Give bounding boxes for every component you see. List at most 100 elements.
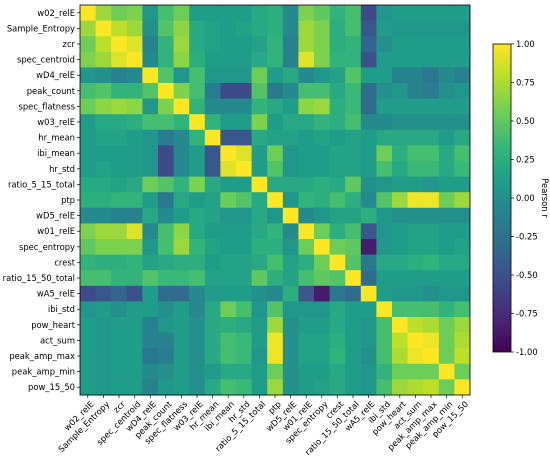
heatmap-cell: [267, 207, 284, 224]
heatmap-cell: [376, 301, 393, 318]
heatmap-cell: [314, 270, 330, 287]
heatmap-cell: [298, 317, 315, 333]
heatmap-cell: [236, 239, 252, 255]
heatmap-cell: [95, 239, 112, 255]
heatmap-cell: [423, 223, 440, 240]
heatmap-cell: [282, 51, 299, 68]
heatmap-cell: [438, 192, 455, 209]
heatmap-cell: [423, 83, 440, 99]
heatmap-cell: [158, 98, 174, 115]
heatmap-cell: [407, 332, 424, 349]
heatmap-cell: [438, 348, 455, 365]
heatmap-cell: [236, 223, 252, 240]
heatmap-cell: [282, 114, 299, 131]
colorbar-label: Pearson r: [540, 178, 550, 218]
heatmap-cell: [204, 363, 221, 380]
heatmap-cell: [454, 348, 471, 365]
heatmap-cell: [189, 317, 206, 333]
heatmap-cell: [158, 5, 174, 21]
heatmap-cell: [126, 254, 143, 271]
heatmap-cell: [314, 379, 330, 396]
heatmap-cell: [392, 161, 408, 177]
heatmap-cell: [329, 5, 346, 21]
heatmap-cell: [423, 348, 440, 365]
heatmap-cell: [220, 270, 237, 287]
heatmap-cell: [423, 379, 440, 396]
heatmap-cell: [407, 254, 424, 271]
colorbar-ticks: 1.00 0.75 0.50 0.25 0.00 -0.25 -0.50 -0.75 -1.00: [511, 39, 538, 357]
heatmap-cell: [267, 270, 284, 287]
heatmap-cell: [173, 5, 190, 21]
heatmap-cell: [329, 379, 346, 396]
heatmap-cell: [282, 239, 299, 255]
heatmap-cell: [407, 145, 424, 162]
heatmap-cell: [298, 5, 315, 21]
heatmap-cell: [376, 332, 393, 349]
heatmap-cell: [376, 207, 393, 224]
heatmap-cell: [189, 176, 206, 193]
heatmap-cell: [126, 129, 143, 146]
y-tick-label: zcr: [63, 39, 76, 49]
heatmap-cell: [298, 67, 315, 84]
heatmap-cell: [158, 161, 174, 177]
heatmap-cell: [80, 332, 96, 349]
heatmap-cell: [267, 51, 284, 68]
heatmap-cell: [204, 270, 221, 287]
heatmap-cell: [111, 363, 128, 380]
heatmap-cell: [220, 254, 237, 271]
y-tick-label: w01_relE: [37, 226, 75, 236]
heatmap-cell: [282, 348, 299, 365]
heatmap-cell: [314, 51, 330, 68]
heatmap-cell: [189, 254, 206, 271]
heatmap-cell: [407, 20, 424, 37]
heatmap-cell: [173, 301, 190, 318]
heatmap-cell: [282, 332, 299, 349]
heatmap-cell: [423, 67, 440, 84]
heatmap-cell: [158, 301, 174, 318]
heatmap-cell: [142, 36, 159, 53]
heatmap-cell: [189, 348, 206, 365]
heatmap-cell: [142, 270, 159, 287]
heatmap-cell: [220, 114, 237, 131]
heatmap-cell: [298, 20, 315, 37]
heatmap-cell: [251, 98, 268, 115]
heatmap-cell: [329, 348, 346, 365]
heatmap-cell: [236, 51, 252, 68]
heatmap-cell: [158, 317, 174, 333]
heatmap-cell: [407, 114, 424, 131]
heatmap-cell: [236, 98, 252, 115]
heatmap-cell: [142, 223, 159, 240]
heatmap-cell: [438, 207, 455, 224]
heatmap-cell: [454, 114, 471, 131]
heatmap-cell: [189, 36, 206, 53]
heatmap-cell: [267, 363, 284, 380]
heatmap-cell: [142, 332, 159, 349]
heatmap-cell: [438, 36, 455, 53]
heatmap-cell: [345, 5, 362, 21]
heatmap-cell: [360, 83, 377, 99]
heatmap-cell: [423, 51, 440, 68]
heatmap-cell: [376, 270, 393, 287]
heatmap-cell: [95, 317, 112, 333]
heatmap-cell: [392, 83, 408, 99]
heatmap-cell: [142, 145, 159, 162]
heatmap-cell: [220, 98, 237, 115]
heatmap-cell: [376, 317, 393, 333]
heatmap-cell: [267, 114, 284, 131]
heatmap-cell: [204, 114, 221, 131]
heatmap-cell: [95, 36, 112, 53]
heatmap-cell: [314, 98, 330, 115]
heatmap-cell: [80, 20, 96, 37]
heatmap-cell: [298, 51, 315, 68]
heatmap-cell: [204, 20, 221, 37]
heatmap-cell: [142, 207, 159, 224]
heatmap-cell: [189, 161, 206, 177]
heatmap-cell: [173, 363, 190, 380]
y-tick-label: hr_mean: [38, 133, 75, 143]
heatmap-cell: [111, 332, 128, 349]
heatmap-cell: [423, 129, 440, 146]
heatmap-cell: [189, 98, 206, 115]
heatmap-cell: [204, 207, 221, 224]
heatmap-cell: [438, 83, 455, 99]
